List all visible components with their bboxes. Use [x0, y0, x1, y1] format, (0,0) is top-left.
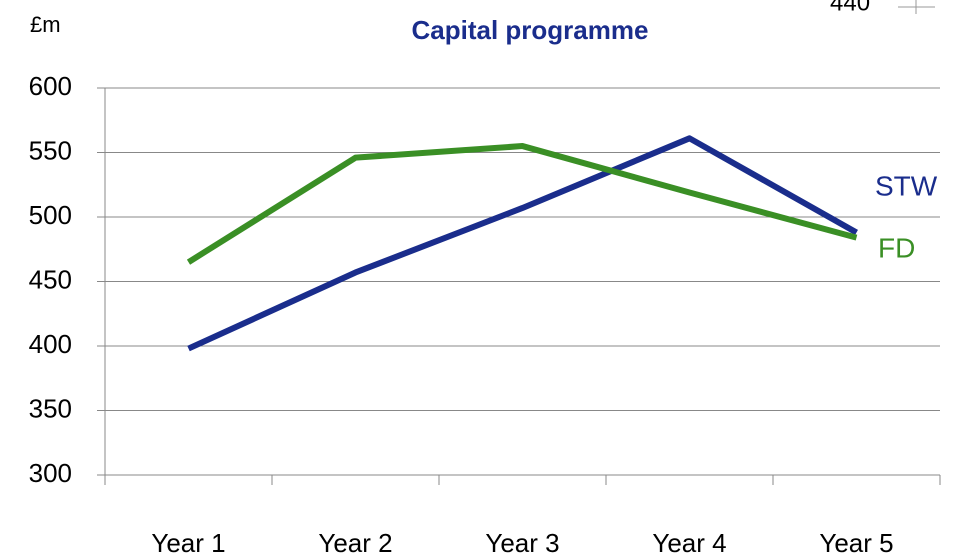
- series-label: FD: [878, 232, 915, 263]
- x-tick-label: Year 5: [819, 528, 893, 558]
- series-line: [186, 143, 858, 265]
- y-tick-label: 500: [29, 200, 72, 230]
- x-tick-label: Year 4: [652, 528, 726, 558]
- y-tick-label: 450: [29, 264, 72, 294]
- annotation: 440: [830, 0, 870, 16]
- x-tick-label: Year 2: [318, 528, 392, 558]
- y-tick-label: 300: [29, 458, 72, 488]
- series-line: [187, 135, 858, 352]
- y-tick-label: 550: [29, 135, 72, 165]
- series-label: STW: [875, 170, 938, 201]
- y-tick-label: 400: [29, 329, 72, 359]
- x-tick-label: Year 1: [151, 528, 225, 558]
- chart-title: Capital programme: [412, 15, 649, 45]
- y-tick-label: 600: [29, 71, 72, 101]
- y-axis-label: £m: [30, 12, 61, 37]
- x-tick-label: Year 3: [485, 528, 559, 558]
- y-tick-label: 350: [29, 393, 72, 423]
